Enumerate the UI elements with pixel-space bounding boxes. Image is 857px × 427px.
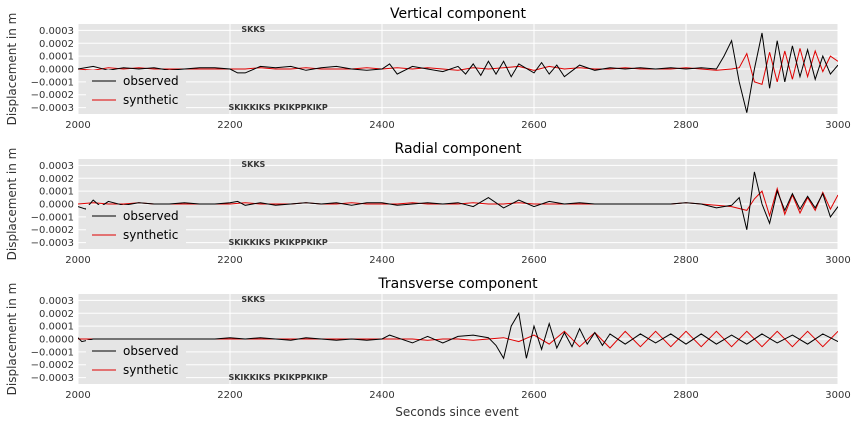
phase-label: SKIKKIKS PKIKPPKIKP: [228, 373, 327, 382]
x-tick-label: 2600: [521, 255, 546, 266]
phase-label: SKKS: [241, 25, 265, 34]
legend-box: [86, 205, 186, 245]
panel-title: Radial component: [395, 141, 522, 157]
panel-ylabel: Displacement in m: [5, 148, 19, 261]
legend-label: observed: [123, 344, 179, 358]
y-tick-label: 0.0000: [39, 65, 74, 76]
legend-label: synthetic: [123, 363, 178, 377]
panel-ylabel: Displacement in m: [5, 13, 19, 126]
x-tick-label: 2400: [369, 255, 394, 266]
x-tick-label: 2800: [673, 255, 698, 266]
legend-label: observed: [123, 209, 179, 223]
x-tick-label: 2000: [65, 390, 90, 401]
phase-label: SKIKKIKS PKIKPPKIKP: [228, 238, 327, 247]
panel-ylabel: Displacement in m: [5, 283, 19, 396]
phase-label: SKKS: [241, 160, 265, 169]
y-tick-label: 0.0003: [39, 161, 74, 172]
y-tick-label: 0.0002: [39, 174, 74, 185]
y-tick-label: −0.0003: [31, 373, 74, 384]
y-tick-label: −0.0002: [31, 225, 74, 236]
x-tick-label: 2200: [217, 255, 242, 266]
legend-box: [86, 340, 186, 380]
y-tick-label: −0.0001: [31, 347, 74, 358]
phase-label: SKKS: [241, 295, 265, 304]
x-tick-label: 2000: [65, 255, 90, 266]
panel-2: 2000 2200 2400 2600 2800 3000 0.0003 0.0002 0.00…: [5, 276, 851, 401]
series-line-observed: [78, 32, 838, 113]
y-tick-label: 0.0001: [39, 187, 74, 198]
legend-label: synthetic: [123, 228, 178, 242]
y-tick-label: −0.0001: [31, 77, 74, 88]
panel-1: 2000 2200 2400 2600 2800 3000 0.0003 0.0002 0.00…: [5, 141, 851, 266]
panel-title: Transverse component: [377, 276, 538, 292]
y-tick-label: 0.0003: [39, 26, 74, 37]
x-tick-label: 3000: [825, 390, 850, 401]
figure-xlabel: Seconds since event: [395, 405, 519, 419]
x-tick-label: 2600: [521, 120, 546, 131]
y-tick-label: 0.0000: [39, 200, 74, 211]
x-tick-label: 2200: [217, 120, 242, 131]
x-tick-label: 2600: [521, 390, 546, 401]
x-tick-label: 3000: [825, 120, 850, 131]
y-tick-label: −0.0001: [31, 212, 74, 223]
x-tick-label: 2800: [673, 120, 698, 131]
series-line-synthetic: [78, 48, 838, 86]
legend-box: [86, 70, 186, 110]
legend-label: synthetic: [123, 93, 178, 107]
y-tick-label: 0.0002: [39, 309, 74, 320]
phase-label: SKIKKIKS PKIKPPKIKP: [228, 103, 327, 112]
y-tick-label: 0.0001: [39, 52, 74, 63]
x-tick-label: 3000: [825, 255, 850, 266]
y-tick-label: 0.0001: [39, 322, 74, 333]
x-tick-label: 2200: [217, 390, 242, 401]
series-line-observed: [78, 311, 838, 360]
y-tick-label: −0.0002: [31, 90, 74, 101]
y-tick-label: 0.0003: [39, 296, 74, 307]
y-tick-label: 0.0002: [39, 39, 74, 50]
panel-0: 2000 2200 2400 2600 2800 3000 0.0003 0.0002 0.00…: [5, 6, 851, 131]
x-tick-label: 2400: [369, 390, 394, 401]
legend-label: observed: [123, 74, 179, 88]
y-tick-label: −0.0003: [31, 238, 74, 249]
x-tick-label: 2800: [673, 390, 698, 401]
y-tick-label: −0.0002: [31, 360, 74, 371]
y-tick-label: 0.0000: [39, 335, 74, 346]
panel-title: Vertical component: [390, 6, 527, 22]
series-line-observed: [78, 171, 838, 230]
y-tick-label: −0.0003: [31, 103, 74, 114]
x-tick-label: 2000: [65, 120, 90, 131]
x-tick-label: 2400: [369, 120, 394, 131]
